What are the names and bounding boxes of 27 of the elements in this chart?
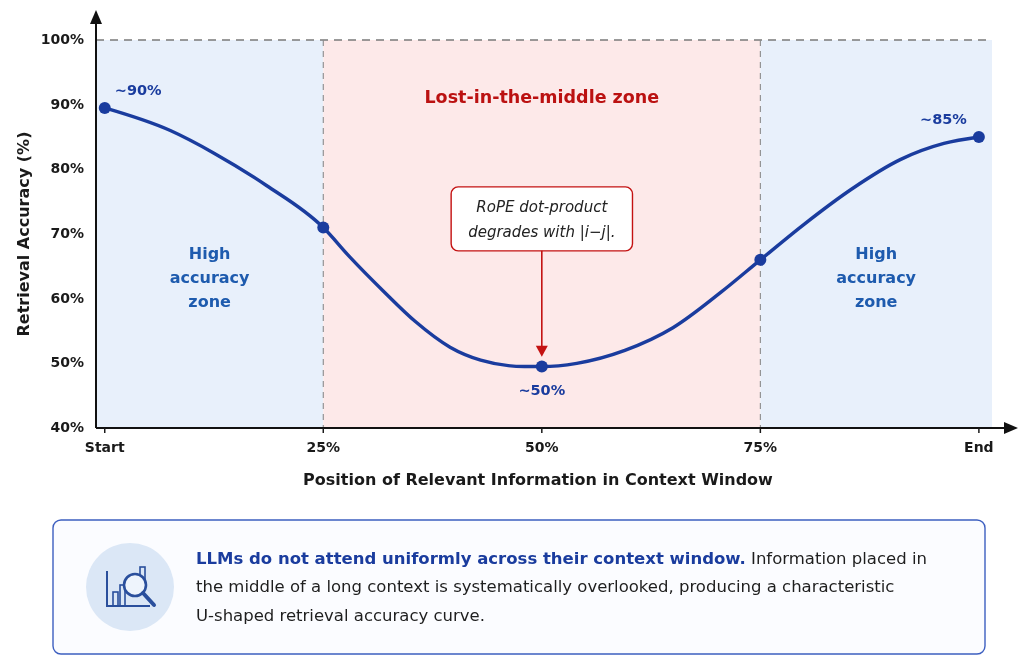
annotation: RoPE dot-product degrades with |i−j|. — [468, 197, 616, 241]
data-label: ~85% — [920, 111, 968, 127]
y-tick-label: 50% — [50, 354, 84, 371]
band-label: Lost-in-the-middle zone — [424, 87, 660, 107]
y-tick-label: 60% — [50, 289, 84, 306]
y-tick-label: 80% — [50, 160, 84, 177]
x-axis-title: Position of Relevant Information in Context Window — [303, 469, 774, 489]
point — [98, 101, 111, 114]
point — [317, 221, 330, 234]
y-tick-label: 70% — [50, 225, 84, 241]
point — [535, 360, 548, 373]
band-label: High accuracy zone — [836, 243, 917, 311]
y-tick-label: 90% — [50, 95, 84, 112]
x-tick-label: 50% — [525, 439, 559, 455]
band-label: High accuracy zone — [169, 243, 251, 311]
x-tick-label: End — [964, 439, 994, 455]
data-label: ~90% — [114, 81, 163, 98]
x-tick-label: 75% — [743, 439, 778, 455]
y-tick-label: 100% — [40, 31, 84, 47]
y-tick-label: 40% — [50, 419, 84, 435]
point — [972, 131, 985, 143]
y-axis-title: Retrieval Accuracy (%) — [13, 131, 33, 337]
point — [754, 253, 767, 266]
x-tick-label: Start — [84, 439, 125, 455]
data-label: ~50% — [518, 381, 566, 398]
x-tick-label: 25% — [306, 439, 341, 455]
text: LLMs do not attend uniformly across their context window. Information placed in the middle of a long context is systematically overlooked, producing a characteristic U-shaped retrieval accuracy curve. — [196, 548, 927, 624]
